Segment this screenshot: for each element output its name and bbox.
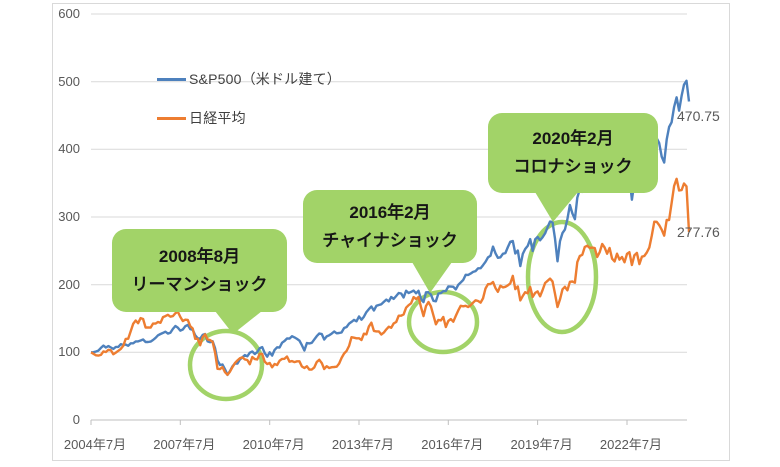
x-axis-label: 2022年7月 [599,437,663,452]
legend-label-sp500: S&P500（米ドル建て） [189,71,341,87]
sp500-line-swatch [157,77,186,81]
legend: S&P500（米ドル建て） 日経平均 [157,66,341,144]
china-shock-date: 2016年2月 [349,203,431,222]
x-axis-label: 2019年7月 [510,437,573,452]
lehman-shock-date: 2008年8月 [158,247,241,266]
nikkei-line [90,177,691,376]
x-axis-label: 2004年7月 [63,437,127,452]
corona-shock-date: 2020年2月 [532,129,614,148]
x-axis-label: 2010年7月 [242,437,305,452]
x-axis-label: 2016年7月 [421,437,484,452]
sp500-end-value-label: 470.75 [677,108,720,124]
lehman-shock-callout: 2008年8月 リーマンショック [112,229,287,334]
nikkei-end-value-label: 277.76 [677,224,720,240]
x-axis-label: 2013年7月 [331,437,395,452]
china-shock-label: チャイナショック [322,231,458,250]
corona-shock-label: コロナショック [513,157,633,176]
legend-item-nikkei: 日経平均 [157,105,341,131]
china-shock-callout: 2016年2月 チャイナショック [303,190,477,293]
y-axis-label: 200 [58,276,80,292]
corona-shock-callout: 2020年2月 コロナショック [488,113,658,222]
y-axis-label: 400 [58,141,80,157]
corona-shock-circle [525,219,599,335]
legend-item-sp500: S&P500（米ドル建て） [157,66,341,92]
y-axis-label: 600 [58,6,80,21]
legend-label-nikkei: 日経平均 [189,110,246,126]
y-axis-label: 500 [58,73,80,89]
x-axis-label: 2007年7月 [153,437,216,452]
x-axis-line [90,419,687,425]
y-axis-label: 0 [72,412,80,427]
lehman-shock-label: リーマンショック [131,275,268,294]
y-axis-label: 100 [58,344,80,360]
nikkei-line-swatch [157,116,186,120]
y-axis-label: 300 [58,209,80,224]
